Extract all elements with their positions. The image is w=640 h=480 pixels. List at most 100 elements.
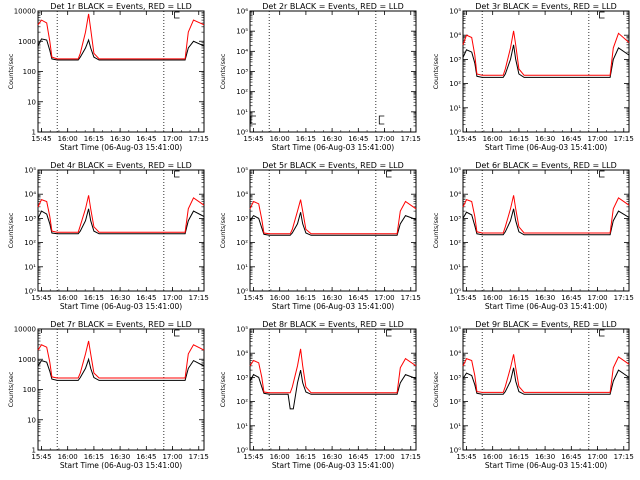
x-tick-label: 17:15	[189, 135, 209, 143]
x-tick-label: 16:15	[84, 453, 104, 461]
x-tick-label: 16:15	[509, 135, 529, 143]
x-axis-label: Start Time (06-Aug-03 15:41:00)	[485, 143, 607, 152]
y-tick-label: 10²	[449, 80, 461, 88]
x-tick-label: 17:15	[401, 135, 421, 143]
x-tick-label: 17:15	[401, 453, 421, 461]
y-tick-label: 10⁰	[24, 288, 36, 296]
bracket-marker	[250, 115, 256, 125]
panel-title: Det 6r BLACK = Events, RED = LLD	[475, 161, 617, 170]
panel-title: Det 7r BLACK = Events, RED = LLD	[50, 320, 192, 329]
detector-panel-8: Det 8r BLACK = Events, RED = LLD 10⁰ 10¹ 10…	[219, 320, 421, 470]
y-tick-label: 1	[32, 129, 36, 137]
detector-panel-7: Det 7r BLACK = Events, RED = LLD 1 10 100 10…	[7, 320, 209, 470]
x-tick-label: 15:45	[456, 294, 476, 302]
y-tick-label: 10¹	[236, 108, 248, 116]
lld-series-line	[37, 340, 205, 379]
x-tick-label: 17:15	[401, 294, 421, 302]
x-tick-label: 16:45	[561, 135, 581, 143]
panel-title: Det 8r BLACK = Events, RED = LLD	[262, 320, 404, 329]
x-tick-label: 15:45	[456, 135, 476, 143]
x-tick-label: 16:15	[84, 294, 104, 302]
x-tick-label: 17:00	[374, 294, 394, 302]
x-tick-label: 16:45	[136, 135, 156, 143]
y-tick-label: 10	[27, 98, 36, 106]
detector-panel-3: Det 3r BLACK = Events, RED = LLD 10⁰ 10¹ 10…	[432, 2, 634, 152]
x-tick-label: 16:30	[110, 135, 130, 143]
bracket-marker	[599, 171, 605, 178]
x-tick-label: 15:45	[31, 135, 51, 143]
x-tick-label: 15:45	[243, 294, 263, 302]
panel-title: Det 5r BLACK = Events, RED = LLD	[262, 161, 404, 170]
y-tick-label: 10⁵	[449, 167, 461, 175]
y-tick-label: 10³	[236, 374, 248, 382]
x-tick-label: 16:00	[270, 294, 290, 302]
y-axis-label: Counts/sec	[7, 53, 15, 89]
x-tick-label: 17:15	[189, 453, 209, 461]
x-tick-label: 16:15	[296, 135, 316, 143]
y-tick-label: 10⁵	[449, 8, 461, 16]
x-tick-label: 17:00	[587, 453, 607, 461]
x-tick-label: 17:15	[189, 294, 209, 302]
y-tick-label: 10²	[24, 239, 36, 247]
panel-title: Det 1r BLACK = Events, RED = LLD	[50, 2, 192, 11]
y-tick-label: 10³	[449, 56, 461, 64]
bracket-marker	[174, 12, 180, 19]
events-series-line	[37, 208, 205, 235]
events-series-line	[462, 44, 630, 78]
detector-panel-1: Det 1r BLACK = Events, RED = LLD 1 10 100 10…	[7, 2, 209, 152]
x-tick-label: 17:00	[162, 453, 182, 461]
x-tick-label: 16:45	[348, 135, 368, 143]
x-tick-label: 17:00	[587, 294, 607, 302]
x-tick-label: 16:00	[270, 453, 290, 461]
bracket-marker	[386, 171, 392, 178]
x-tick-label: 16:45	[561, 294, 581, 302]
detector-panel-4: Det 4r BLACK = Events, RED = LLD 10⁰ 10¹ 10…	[7, 161, 209, 311]
x-tick-label: 17:00	[162, 135, 182, 143]
lld-series-line	[249, 199, 417, 235]
events-series-line	[462, 367, 630, 395]
y-axis-label: Counts/sec	[219, 212, 227, 248]
x-tick-label: 17:00	[162, 294, 182, 302]
x-tick-label: 16:30	[535, 294, 555, 302]
y-tick-label: 10⁴	[236, 350, 248, 358]
x-tick-label: 17:15	[614, 294, 634, 302]
y-tick-label: 10000	[14, 8, 36, 16]
plot-frame	[462, 10, 630, 133]
plot-frame	[37, 169, 205, 292]
x-tick-label: 16:45	[348, 294, 368, 302]
x-tick-label: 16:30	[535, 453, 555, 461]
y-axis-label: Counts/sec	[7, 371, 15, 407]
bracket-marker	[174, 330, 180, 337]
y-tick-label: 10²	[236, 398, 248, 406]
x-tick-label: 16:00	[58, 135, 78, 143]
x-axis-label: Start Time (06-Aug-03 15:41:00)	[60, 461, 182, 470]
y-tick-label: 10²	[236, 88, 248, 96]
y-tick-label: 10⁴	[236, 191, 248, 199]
y-tick-label: 10⁵	[236, 167, 248, 175]
x-tick-label: 16:00	[483, 135, 503, 143]
x-axis-label: Start Time (06-Aug-03 15:41:00)	[485, 302, 607, 311]
y-tick-label: 10⁴	[449, 32, 461, 40]
x-tick-label: 16:00	[483, 294, 503, 302]
x-tick-label: 15:45	[31, 294, 51, 302]
y-tick-label: 1	[32, 447, 36, 455]
lld-series-line	[462, 195, 630, 234]
plot-frame	[249, 328, 417, 451]
lld-series-line	[462, 354, 630, 393]
y-tick-label: 1000	[18, 38, 36, 46]
panel-title: Det 2r BLACK = Events, RED = LLD	[262, 2, 404, 11]
x-tick-label: 16:00	[483, 453, 503, 461]
events-series-line	[462, 208, 630, 236]
y-tick-label: 10¹	[236, 263, 248, 271]
y-tick-label: 10²	[449, 239, 461, 247]
y-tick-label: 10¹	[449, 104, 461, 112]
x-tick-label: 16:45	[348, 453, 368, 461]
y-tick-label: 10⁰	[236, 288, 248, 296]
x-tick-label: 16:15	[296, 294, 316, 302]
x-tick-label: 15:45	[243, 453, 263, 461]
y-tick-label: 10⁴	[449, 191, 461, 199]
y-tick-label: 10⁵	[236, 326, 248, 334]
events-series-line	[249, 212, 417, 236]
y-tick-label: 10⁴	[24, 191, 36, 199]
y-tick-label: 10¹	[24, 263, 36, 271]
